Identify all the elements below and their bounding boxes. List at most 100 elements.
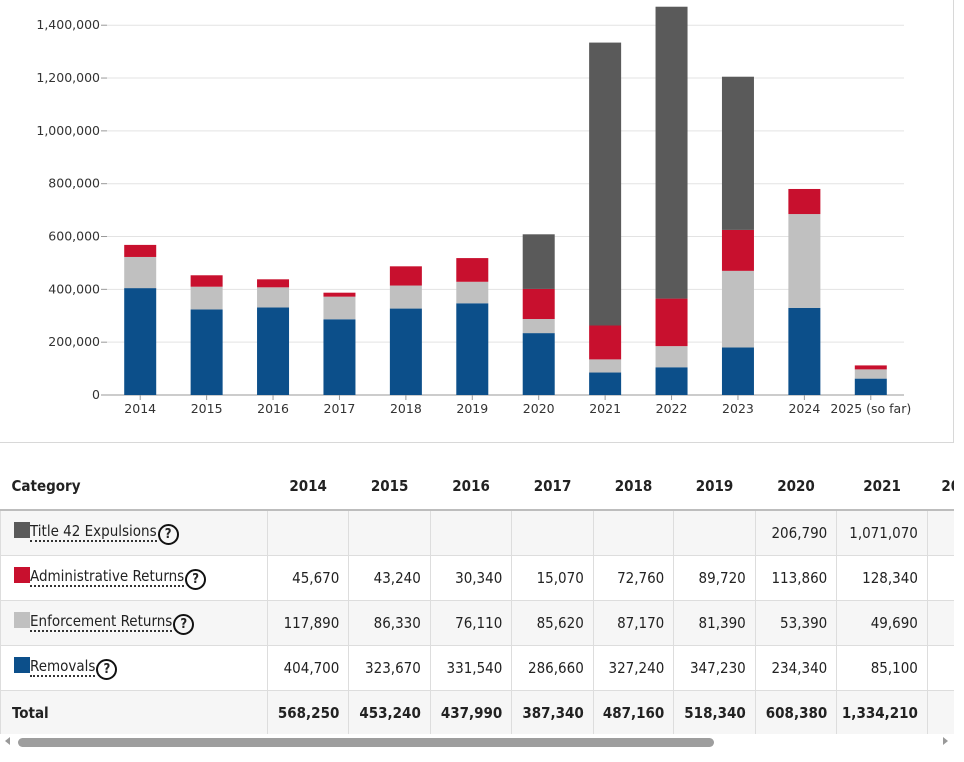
- bar-segment: [522, 333, 555, 395]
- year-header: 2015: [348, 462, 431, 511]
- bar-segment: [655, 367, 688, 395]
- year-header: 2016: [430, 462, 512, 511]
- x-tick-label: 2025 (so far): [830, 401, 911, 416]
- year-header: 2022: [927, 462, 954, 511]
- bar-segment: [655, 298, 688, 347]
- bar-segment: [124, 244, 157, 257]
- bar-segment: [589, 42, 622, 326]
- y-tick-label: 1,000,000: [36, 123, 100, 138]
- x-tick-label: 2022: [656, 401, 688, 416]
- bar-segment: [190, 275, 223, 287]
- total-cell: 518,340: [673, 690, 756, 734]
- bar-segment: [655, 346, 688, 368]
- category-label[interactable]: Removals: [30, 656, 96, 677]
- bar-segment: [389, 308, 422, 395]
- year-header: 2014: [267, 462, 349, 511]
- x-tick-label: 2021: [589, 401, 621, 416]
- x-tick-label: 2015: [191, 401, 223, 416]
- bar-segment: [124, 256, 157, 289]
- year-header: 2017: [511, 462, 594, 511]
- value-cell: 113,860: [754, 555, 838, 601]
- bar-segment: [389, 285, 422, 309]
- category-header: Category: [0, 462, 268, 511]
- value-cell: 72,760: [592, 555, 675, 601]
- x-tick-label: 2024: [788, 401, 820, 416]
- help-icon[interactable]: ?: [96, 658, 118, 680]
- y-tick-label: 600,000: [48, 229, 100, 244]
- year-header: 2018: [593, 462, 674, 511]
- value-cell: 81,390: [673, 600, 756, 646]
- scroll-right-arrow-icon[interactable]: [943, 737, 948, 745]
- y-tick-label: 400,000: [48, 281, 100, 296]
- legend-swatch: [14, 611, 30, 628]
- value-cell: 45,670: [266, 555, 350, 601]
- value-cell: 206,790: [754, 509, 838, 556]
- value-cell: [592, 509, 675, 556]
- data-table-container[interactable]: Category 2014 2015 2016 2017 2018 2019 2…: [0, 462, 954, 734]
- value-cell: 87,170: [592, 600, 675, 646]
- bar-segment: [589, 325, 622, 360]
- horizontal-scrollbar[interactable]: [0, 734, 954, 750]
- bar-segment: [721, 76, 754, 230]
- bar-segment: [788, 307, 821, 395]
- bar-segment: [589, 372, 622, 395]
- category-label[interactable]: Administrative Returns: [30, 566, 185, 587]
- bar-segment: [257, 307, 290, 395]
- bar-segment: [522, 288, 555, 319]
- value-cell: 347,230: [673, 645, 756, 691]
- value-cell: 8: [926, 600, 954, 646]
- bar-segment: [124, 288, 157, 395]
- value-cell: 10: [926, 645, 954, 691]
- scroll-left-arrow-icon[interactable]: [5, 737, 10, 745]
- value-cell: 15,070: [511, 555, 594, 601]
- value-cell: 1,071,070: [836, 509, 928, 556]
- bar-segment: [522, 318, 555, 334]
- scrollbar-thumb[interactable]: [18, 738, 714, 747]
- value-cell: 43,240: [348, 555, 431, 601]
- category-label[interactable]: Enforcement Returns: [30, 611, 173, 632]
- total-cell: 1,46: [926, 690, 954, 734]
- bar-segment: [190, 309, 223, 395]
- help-icon[interactable]: ?: [173, 613, 195, 635]
- value-cell: 85,620: [511, 600, 594, 646]
- value-cell: 1,10: [926, 509, 954, 556]
- total-cell: 568,250: [266, 690, 350, 734]
- value-cell: 30,340: [429, 555, 513, 601]
- value-cell: 331,540: [429, 645, 513, 691]
- chart-panel: 0 200,000 400,000 600,000 800,000 1,000,000 1,…: [0, 0, 954, 443]
- total-cell: 453,240: [348, 690, 431, 734]
- data-table: Category 2014 2015 2016 2017 2018 2019 2…: [0, 462, 954, 734]
- bar-segment: [721, 229, 754, 271]
- bar-segment: [721, 270, 754, 348]
- bar-segment: [788, 188, 821, 215]
- year-header: 2020: [755, 462, 837, 511]
- year-header: 2019: [673, 462, 756, 511]
- bar-segment: [456, 281, 489, 304]
- x-tick-label: 2018: [390, 401, 422, 416]
- help-icon[interactable]: ?: [157, 523, 179, 545]
- value-cell: 286,660: [511, 645, 594, 691]
- x-tick-label: 2019: [456, 401, 488, 416]
- bar-segment: [854, 365, 887, 370]
- value-cell: 128,340: [836, 555, 928, 601]
- total-cell: 487,160: [592, 690, 675, 734]
- bar-segment: [257, 287, 290, 308]
- bar-segment: [190, 286, 223, 310]
- x-tick-label: 2014: [124, 401, 156, 416]
- value-cell: [511, 509, 594, 556]
- category-cell: Title 42 Expulsions?: [0, 509, 268, 556]
- value-cell: 18: [926, 555, 954, 601]
- value-cell: 117,890: [266, 600, 350, 646]
- value-cell: 89,720: [673, 555, 756, 601]
- value-cell: 234,340: [754, 645, 838, 691]
- total-row: Total 568,250 453,240 437,990 387,340 487,160…: [0, 690, 954, 734]
- x-tick-label: 2020: [523, 401, 555, 416]
- help-icon[interactable]: ?: [185, 568, 207, 590]
- table-row: Enforcement Returns? 117,890 86,330 76,110 8…: [0, 600, 954, 646]
- total-label: Total: [0, 690, 268, 734]
- total-cell: 387,340: [511, 690, 594, 734]
- x-tick-label: 2023: [722, 401, 754, 416]
- category-label[interactable]: Title 42 Expulsions: [30, 521, 157, 542]
- value-cell: 53,390: [754, 600, 838, 646]
- total-cell: 1,334,210: [836, 690, 928, 734]
